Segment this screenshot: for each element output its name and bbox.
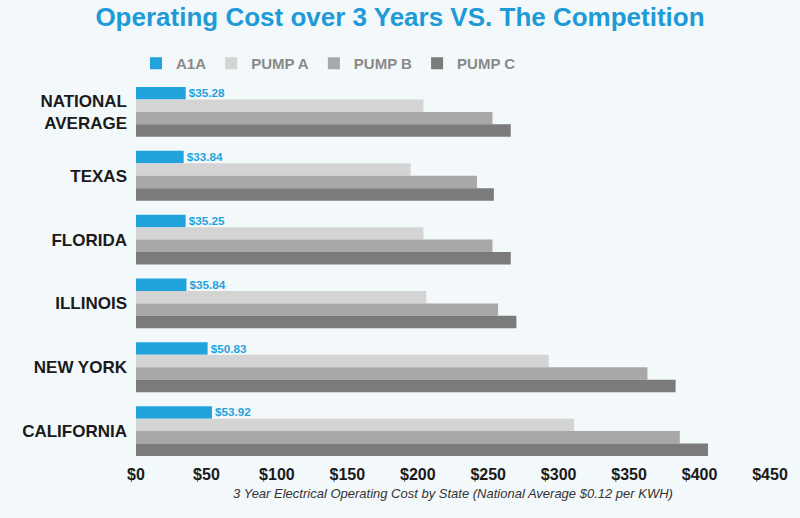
svg-text:PUMP B: PUMP B: [354, 55, 412, 72]
svg-text:PUMP A: PUMP A: [251, 55, 309, 72]
svg-text:$0: $0: [127, 466, 145, 483]
svg-text:FLORIDA: FLORIDA: [51, 231, 127, 250]
svg-text:ILLINOIS: ILLINOIS: [55, 294, 127, 313]
svg-text:$35.25: $35.25: [189, 214, 225, 227]
svg-text:$450: $450: [752, 466, 788, 483]
svg-text:$50.83: $50.83: [211, 342, 247, 355]
svg-text:$400: $400: [682, 466, 718, 483]
svg-text:$33.84: $33.84: [187, 150, 223, 163]
svg-text:$350: $350: [611, 466, 647, 483]
svg-text:A1A: A1A: [176, 55, 206, 72]
svg-text:Operating Cost over 3 Years VS: Operating Cost over 3 Years VS. The Comp…: [95, 2, 704, 32]
svg-text:NATIONALAVERAGE: NATIONALAVERAGE: [40, 92, 127, 133]
svg-text:TEXAS: TEXAS: [70, 167, 127, 186]
svg-text:$100: $100: [259, 466, 295, 483]
svg-text:$50: $50: [193, 466, 220, 483]
svg-text:NEW YORK: NEW YORK: [34, 358, 128, 377]
svg-text:CALIFORNIA: CALIFORNIA: [22, 422, 127, 441]
svg-text:3 Year Electrical Operating Co: 3 Year Electrical Operating Cost by Stat…: [233, 486, 673, 501]
svg-text:$200: $200: [400, 466, 436, 483]
svg-text:$150: $150: [330, 466, 366, 483]
svg-text:$250: $250: [470, 466, 506, 483]
svg-text:PUMP C: PUMP C: [457, 55, 515, 72]
svg-text:$35.84: $35.84: [190, 278, 226, 291]
svg-text:$35.28: $35.28: [189, 86, 225, 99]
svg-text:$53.92: $53.92: [215, 405, 251, 418]
svg-text:$300: $300: [541, 466, 577, 483]
